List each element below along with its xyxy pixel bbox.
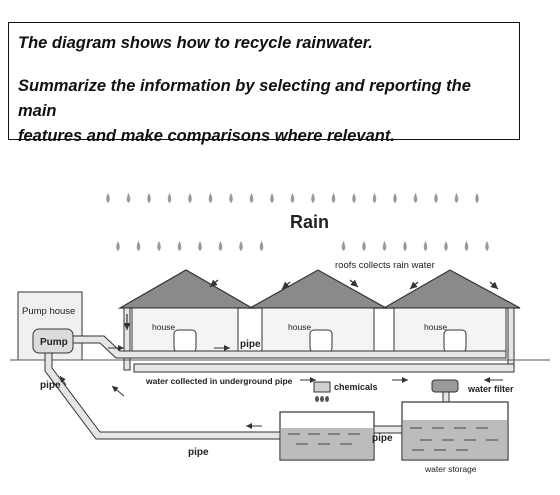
raindrop	[362, 241, 366, 251]
raindrop	[372, 193, 377, 203]
house-1-tank	[173, 329, 197, 353]
rainwater-recycling-diagram: Rain roofs collects rain water house hou…	[10, 193, 550, 474]
raindrop	[444, 241, 448, 251]
raindrop	[393, 193, 397, 203]
supply-pipe-label: pipe	[240, 339, 261, 350]
house-label-1: house	[152, 322, 175, 332]
downpipe-right	[507, 307, 515, 371]
underground-pipe	[133, 363, 515, 373]
raindrop	[259, 241, 264, 251]
raindrop	[106, 193, 110, 203]
raindrop	[352, 193, 356, 203]
roof-label: roofs collects rain water	[335, 260, 435, 271]
raindrop	[116, 241, 120, 251]
raindrop	[249, 193, 254, 203]
roof-1	[117, 269, 255, 309]
underground-pipe-label: water collected in underground pipe	[145, 376, 293, 386]
raindrop	[218, 241, 223, 251]
roof-2	[247, 269, 389, 309]
raindrop	[167, 193, 172, 203]
water-storage-label: water storage	[424, 464, 477, 474]
raindrop	[464, 241, 469, 251]
raindrops-group	[106, 193, 489, 251]
tank-connector-pipe	[373, 425, 403, 434]
raindrop	[229, 193, 233, 203]
raindrop	[311, 193, 315, 203]
prompt-line-3: features and make comparisons where rele…	[18, 127, 395, 145]
roof-arrow-1	[209, 279, 219, 288]
roof-arrow-4	[409, 281, 419, 290]
raindrop	[423, 241, 428, 251]
house-2-tank	[309, 329, 333, 353]
chemicals-label: chemicals	[334, 382, 378, 392]
raindrop	[454, 193, 459, 203]
roofs-group	[117, 269, 521, 309]
raindrop	[485, 241, 489, 251]
return-pipe-label-left: pipe	[40, 380, 61, 391]
prompt-line-2: Summarize the information by selecting a…	[18, 77, 471, 120]
raindrop	[331, 193, 336, 203]
raindrop	[177, 241, 182, 251]
roof-3	[381, 269, 521, 309]
raindrop	[198, 241, 202, 251]
raindrop	[382, 241, 387, 251]
connector-pipe-label: pipe	[372, 433, 393, 444]
raindrop	[290, 193, 295, 203]
roof-arrow-5	[489, 281, 499, 290]
return-pipe	[44, 352, 281, 440]
house-3-tank	[443, 329, 467, 353]
house-label-3: house	[424, 322, 447, 332]
roof-arrow-2	[281, 281, 291, 290]
rain-label: Rain	[290, 212, 329, 232]
raindrop	[403, 241, 407, 251]
downpipe-left	[123, 307, 131, 371]
raindrop	[136, 241, 141, 251]
raindrop	[208, 193, 213, 203]
return-arrow-3	[59, 375, 67, 386]
water-filter-label: water filter	[467, 384, 514, 394]
house-label-2: house	[288, 322, 311, 332]
raindrop	[147, 193, 151, 203]
raindrop	[157, 241, 161, 251]
pump-label: Pump	[40, 337, 68, 348]
raindrop	[270, 193, 274, 203]
chemical-drops	[315, 396, 329, 402]
supply-pipe	[72, 335, 507, 359]
raindrop	[239, 241, 243, 251]
treatment-tank-ripples	[288, 433, 360, 445]
roof-arrow-3	[349, 279, 359, 288]
task-prompt-box: The diagram shows how to recycle rainwat…	[8, 22, 520, 145]
storage-tank-ripples	[410, 427, 498, 451]
raindrop	[341, 241, 346, 251]
pump-house-label: Pump house	[22, 306, 75, 317]
raindrop	[188, 193, 192, 203]
return-pipe-label-bottom: pipe	[188, 447, 209, 458]
return-arrow-1	[111, 385, 125, 397]
prompt-line-1: The diagram shows how to recycle rainwat…	[18, 34, 373, 52]
raindrop	[475, 193, 479, 203]
raindrop	[126, 193, 131, 203]
houses-group	[131, 307, 507, 355]
raindrop	[413, 193, 418, 203]
chemicals-box	[313, 381, 331, 393]
water-filter	[431, 379, 459, 393]
raindrop	[434, 193, 438, 203]
